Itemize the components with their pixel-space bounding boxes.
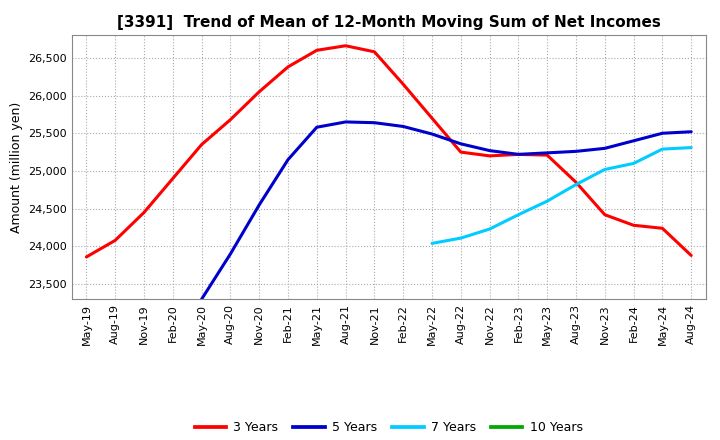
- 5 Years: [485, 148, 494, 153]
- 3 Years: [255, 89, 264, 95]
- 5 Years: [600, 146, 609, 151]
- 5 Years: [370, 120, 379, 125]
- 3 Years: [658, 226, 667, 231]
- 5 Years: [197, 297, 206, 302]
- 3 Years: [600, 212, 609, 217]
- 3 Years: [572, 180, 580, 185]
- 3 Years: [140, 210, 148, 215]
- 3 Years: [111, 238, 120, 243]
- 7 Years: [572, 182, 580, 187]
- 5 Years: [456, 141, 465, 147]
- Line: 3 Years: 3 Years: [86, 46, 691, 257]
- 5 Years: [514, 152, 523, 157]
- 7 Years: [428, 241, 436, 246]
- Line: 7 Years: 7 Years: [432, 147, 691, 243]
- Line: 5 Years: 5 Years: [202, 122, 691, 299]
- 3 Years: [485, 153, 494, 158]
- 5 Years: [284, 157, 292, 162]
- 5 Years: [629, 138, 638, 143]
- 5 Years: [572, 149, 580, 154]
- 7 Years: [687, 145, 696, 150]
- 5 Years: [341, 119, 350, 125]
- 5 Years: [226, 251, 235, 257]
- 5 Years: [658, 131, 667, 136]
- 7 Years: [658, 147, 667, 152]
- 5 Years: [687, 129, 696, 134]
- 5 Years: [428, 132, 436, 137]
- 3 Years: [428, 116, 436, 121]
- 5 Years: [312, 125, 321, 130]
- 3 Years: [456, 150, 465, 155]
- 3 Years: [226, 117, 235, 122]
- 3 Years: [284, 64, 292, 70]
- 3 Years: [514, 152, 523, 157]
- 3 Years: [168, 176, 177, 181]
- 3 Years: [197, 142, 206, 147]
- 3 Years: [629, 223, 638, 228]
- 7 Years: [629, 161, 638, 166]
- 3 Years: [399, 81, 408, 87]
- 3 Years: [543, 153, 552, 158]
- 3 Years: [82, 254, 91, 260]
- Y-axis label: Amount (million yen): Amount (million yen): [10, 102, 23, 233]
- 3 Years: [687, 253, 696, 258]
- 3 Years: [312, 48, 321, 53]
- Title: [3391]  Trend of Mean of 12-Month Moving Sum of Net Incomes: [3391] Trend of Mean of 12-Month Moving …: [117, 15, 661, 30]
- 7 Years: [600, 167, 609, 172]
- 7 Years: [514, 212, 523, 217]
- Legend: 3 Years, 5 Years, 7 Years, 10 Years: 3 Years, 5 Years, 7 Years, 10 Years: [189, 416, 588, 439]
- 3 Years: [341, 43, 350, 48]
- 5 Years: [399, 124, 408, 129]
- 7 Years: [456, 235, 465, 241]
- 7 Years: [543, 198, 552, 204]
- 5 Years: [255, 202, 264, 208]
- 5 Years: [543, 150, 552, 155]
- 7 Years: [485, 227, 494, 232]
- 3 Years: [370, 49, 379, 55]
